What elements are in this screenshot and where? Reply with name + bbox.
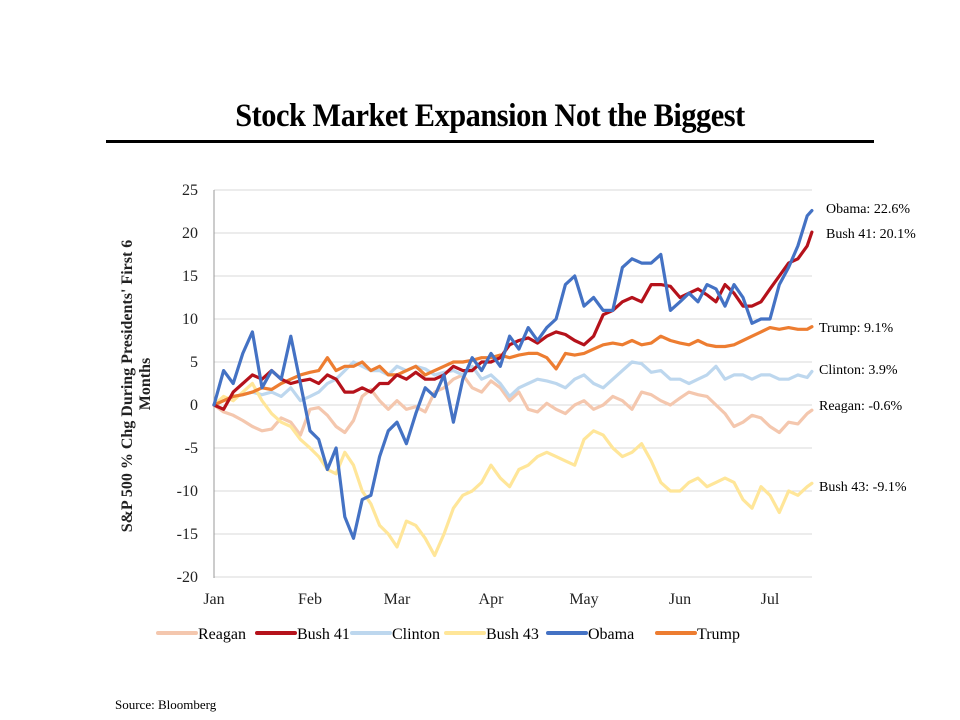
y-tick-label: 0 (190, 397, 198, 414)
x-axis-ticks: Jan Feb Mar Apr May Jun Jul (203, 591, 780, 608)
end-label-bush-41: Bush 41: 20.1% (826, 227, 916, 242)
x-tick-label: May (569, 591, 598, 608)
series-lines (212, 209, 814, 558)
series-line-bush-43 (212, 381, 814, 558)
series-line-bush-41 (212, 230, 814, 411)
legend-label: Bush 41 (297, 626, 350, 643)
y-tick-label: -15 (177, 526, 198, 543)
legend-label: Obama (588, 626, 634, 643)
end-label-obama: Obama: 22.6% (826, 202, 910, 217)
legend-label: Trump (697, 626, 740, 643)
gridlines (214, 189, 812, 578)
legend-label: Reagan (198, 626, 246, 643)
end-label-reagan: Reagan: -0.6% (819, 399, 903, 414)
y-axis-label-line2: Months (137, 358, 154, 410)
series-line-clinton (212, 360, 814, 407)
x-tick-label: Jan (203, 591, 224, 608)
legend: Reagan Bush 41 Clinton Bush 43 Obama Trump (156, 626, 740, 643)
end-label-bush-43: Bush 43: -9.1% (819, 480, 907, 495)
series-line-trump (212, 325, 814, 407)
legend-label: Bush 43 (486, 626, 539, 643)
y-axis-label: S&P 500 % Chg During Presidents' First 6… (119, 236, 154, 533)
end-labels: Reagan: -0.6% Bush 41: 20.1% Clinton: 3.9%… (819, 202, 916, 495)
x-tick-label: Apr (479, 591, 505, 608)
x-tick-label: Feb (298, 591, 322, 608)
end-label-trump: Trump: 9.1% (819, 321, 894, 336)
end-label-clinton: Clinton: 3.9% (819, 363, 898, 378)
title-underline (106, 140, 874, 143)
source-note: Source: Bloomberg (115, 697, 217, 712)
y-tick-label: -10 (177, 483, 198, 500)
y-tick-label: 10 (182, 311, 198, 328)
y-axis-label-line1: S&P 500 % Chg During Presidents' First 6 (119, 240, 136, 533)
series-line-reagan (212, 373, 814, 437)
y-tick-label: 25 (182, 182, 198, 199)
series-line-obama (212, 209, 814, 540)
y-tick-label: 5 (190, 354, 198, 371)
y-axis-ticks: 25 20 15 10 5 0 -5 -10 -15 -20 (177, 182, 198, 586)
y-tick-label: -5 (185, 440, 198, 457)
y-tick-label: -20 (177, 569, 198, 586)
x-tick-label: Mar (384, 591, 411, 608)
x-tick-label: Jun (669, 591, 691, 608)
y-tick-label: 20 (182, 225, 198, 242)
y-tick-label: 15 (182, 268, 198, 285)
legend-label: Clinton (392, 626, 440, 643)
x-tick-label: Jul (761, 591, 780, 608)
chart-title: Stock Market Expansion Not the Biggest (235, 98, 745, 134)
